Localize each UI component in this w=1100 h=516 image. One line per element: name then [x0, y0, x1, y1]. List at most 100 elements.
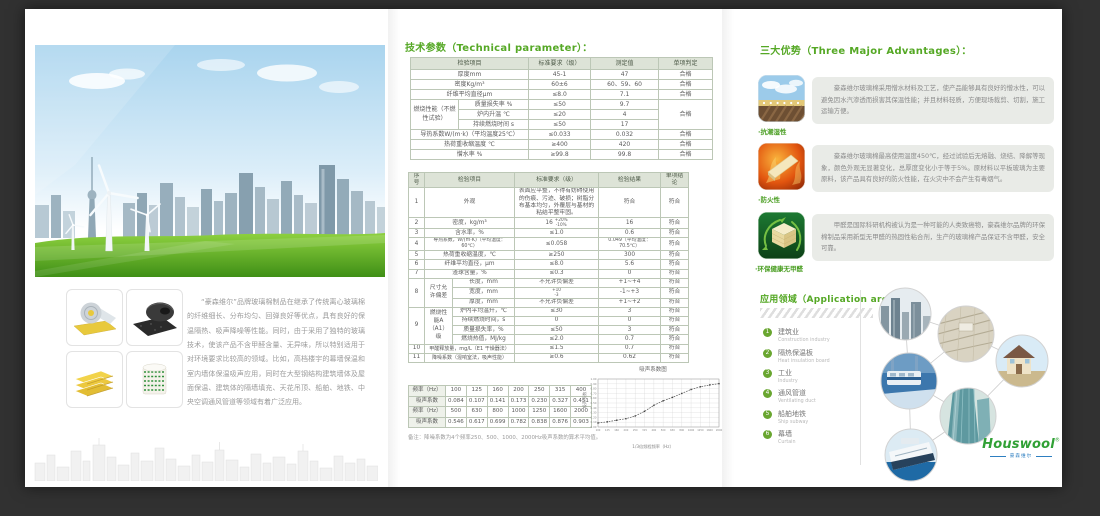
table-row: 频率（Hz） 100 125 160 200 250 315 400 [408, 385, 592, 397]
photo-circle-residential-house [996, 335, 1048, 387]
fold-crease-left [388, 9, 400, 487]
svg-text:125: 125 [605, 428, 610, 432]
svg-text:1.00: 1.00 [591, 377, 597, 381]
table-row: 11 降噪系数（混响室法，吸声性能） ≥0.6 0.62 符合 [408, 352, 690, 363]
application-area-title: 应用领域（Application area）： [760, 295, 909, 305]
table-row: 密度Kg/m³ 60±6 60、59、60 合格 [409, 79, 714, 90]
svg-text:250: 250 [633, 428, 638, 432]
svg-text:0.10: 0.10 [591, 420, 597, 424]
skyline-watermark [34, 438, 378, 481]
svg-text:0.80: 0.80 [591, 387, 597, 391]
photo-circle-glass-building [940, 388, 996, 444]
svg-text:2000: 2000 [716, 428, 723, 432]
application-item-curtain-wall: 6 幕墙 Curtain [763, 429, 796, 445]
hero-image [35, 45, 385, 277]
svg-text:1250: 1250 [697, 428, 704, 432]
list-number-badge: 3 [763, 369, 772, 378]
advantage-text-eco: 甲醛是国际科研机构被认为是一种可能的人类致癌物，豪森维尔品牌的环保棉制品采用新型… [812, 214, 1054, 261]
table-row: 厚度mm 45-1 47 合格 [409, 69, 714, 80]
table-row: 8 尺寸允许偏差 长度，mm 不允许负偏差 +1~+4 符合 [408, 277, 690, 308]
table-header-row: 序号 检验项目 标准要求（级） 检验结果 单项结论 [408, 171, 690, 189]
table-row: 吸声系数 0.546 0.617 0.699 0.782 0.838 0.876 0.903 [408, 416, 592, 428]
eco-no-formaldehyde-icon [758, 212, 805, 259]
advantage-label-fire: ·防火性 [758, 196, 780, 204]
chart-y-axis-label: 吸声系数 [582, 391, 587, 409]
product-thumb-glasswool-foil-roll [66, 289, 123, 346]
photo-circle-cruise-ship [885, 429, 937, 481]
svg-text:200: 200 [624, 428, 629, 432]
table-row: 10 甲醛释放量，mg/L（E1 干燥器法） ≤1.5 0.7 符合 [408, 343, 690, 354]
table-row: 热荷重收缩温度 ℃ ≥400 420 合格 [409, 139, 714, 150]
logo-chinese-name: 豪森维尔 [1009, 454, 1033, 459]
wind-turbine-icon [89, 164, 139, 252]
svg-text:0.60: 0.60 [591, 396, 597, 400]
list-number-badge: 4 [763, 389, 772, 398]
product-thumb-glasswool-boards [66, 351, 123, 408]
table-row: 频率（Hz） 500 630 800 1000 1250 1600 2000 [408, 406, 592, 418]
table-row: 4 导热系数，W/(m·K)（平均温度：60℃） ≤0.058 0.049（平均温度：… [408, 237, 690, 252]
brand-intro-text: “豪森维尔”品牌玻璃棉制品在继承了传统离心玻璃棉的纤维细长、分布均匀、回弹良好等… [187, 298, 365, 407]
advantage-label-eco: ·环保健康无甲醛 [755, 265, 803, 273]
table-row: 1 外观 表面应平整，不得有妨碍使用的伤痕、污迹、破损；树脂分布基本均匀，外覆层与… [408, 187, 690, 219]
list-number-badge: 1 [763, 328, 772, 337]
photo-circle-city-buildings [879, 288, 931, 340]
table-row: 7 渣球含量，% ≤0.3 0 符合 [408, 268, 690, 279]
brochure-page: “豪森维尔”品牌玻璃棉制品在继承了传统离心玻璃棉的纤维细长、分布均匀、回弹良好等… [25, 9, 1062, 487]
svg-text:100: 100 [596, 428, 601, 432]
eco-city-wind-turbines-photo [35, 45, 385, 277]
table-footnote: 备注：降噪系数为4个频率250、500、1000、2000Hz吸声系数的算术平均… [408, 435, 602, 441]
svg-text:0.20: 0.20 [591, 415, 597, 419]
tech-parameters-title: 技术参数（Technical parameter）： [405, 43, 593, 54]
advantage-label-moisture: ·抗潮湿性 [758, 128, 787, 136]
table-row: 燃烧性能（不燃性试验） 质量损失率 % ≤50 9.7 合格 [410, 99, 714, 130]
hatch-decoration [760, 308, 873, 318]
product-thumbnails [66, 289, 183, 408]
list-number-badge: 2 [763, 349, 772, 358]
advantages-title: 三大优势（Three Major Advantages）： [760, 46, 972, 57]
svg-text:0.00: 0.00 [591, 425, 597, 429]
list-number-badge: 5 [763, 410, 772, 419]
svg-text:800: 800 [679, 428, 684, 432]
table-row: 6 纤维平均直径，μm ≤8.0 5.6 符合 [408, 259, 690, 270]
application-photo-network [878, 287, 1049, 482]
svg-text:0.70: 0.70 [591, 391, 597, 395]
wind-turbine-icon [130, 203, 161, 251]
svg-text:400: 400 [651, 428, 656, 432]
logo-wordmark: Houswool [982, 437, 1055, 452]
moisture-resistance-icon [758, 75, 805, 122]
table-row: 吸声系数 0.084 0.107 0.141 0.173 0.230 0.327 0.451 [408, 395, 592, 407]
svg-text:0.90: 0.90 [591, 382, 597, 386]
svg-text:1600: 1600 [707, 428, 714, 432]
tech-table-1: 检验项目 标准要求（级） 测定值 单项判定 厚度mm 45-1 47 合格 密度Kg/… [409, 57, 714, 160]
logo-rule-right [1036, 455, 1053, 457]
registered-trademark-icon: ® [1054, 437, 1060, 444]
houswool-logo: Houswool® 豪森维尔 [973, 433, 1069, 459]
chart-title: 吸声系数图 [639, 367, 667, 373]
absorption-chart: 吸声系数图 吸声系数 0.00 0.10 0.20 0.30 0.40 0.50 0.60 0… [581, 365, 725, 451]
advantage-text-fire: 豪森维尔玻璃棉最高使用温度450℃，经过试验后无熔融、烧结、降解等现象，颜色外观… [812, 145, 1054, 192]
tech-table-2: 序号 检验项目 标准要求（级） 检验结果 单项结论 1 外观 表面应平整，不得有妨碍使用的… [408, 171, 690, 363]
logo-rule-left [989, 455, 1006, 457]
table-header-row: 检验项目 标准要求（级） 测定值 单项判定 [409, 57, 714, 70]
svg-text:0.40: 0.40 [591, 406, 597, 410]
table-row: 9 燃烧性能A（A1）级 炉内平均温升，℃ ≤30 3 符合 [408, 306, 690, 345]
application-item-construction: 1 建筑业 Construction industry [763, 327, 830, 343]
svg-text:630: 630 [670, 428, 675, 432]
application-item-ventilating-duct: 4 通风管道 Ventilating duct [763, 388, 816, 404]
wind-turbine-icon [65, 213, 85, 250]
svg-text:0.30: 0.30 [591, 411, 597, 415]
product-thumb-glasswool-coil [126, 351, 183, 408]
svg-text:160: 160 [614, 428, 619, 432]
svg-text:1000: 1000 [688, 428, 695, 432]
brand-intro-paragraph: “豪森维尔”品牌玻璃棉制品在继承了传统离心玻璃棉的纤维细长、分布均匀、回弹良好等… [187, 295, 365, 410]
svg-text:0.50: 0.50 [591, 401, 597, 405]
table-row: 导热系数W/(m·k)（平均温度25℃） ≤0.033 0.032 合格 [409, 129, 714, 140]
vertical-divider [860, 290, 861, 465]
application-item-industry: 3 工业 Industry [763, 368, 798, 384]
table-row: 憎水率 % ≥99.8 99.8 合格 [409, 149, 714, 160]
advantage-text-moisture: 豪森维尔玻璃棉采用憎水材料及工艺，使产品能够具有良好的憎水性，可以避免因水汽渗透… [812, 77, 1054, 124]
table-row: 3 含水率，% ≤1.0 0.6 符合 [408, 228, 690, 239]
photo-circle-ceiling-grid [938, 306, 994, 362]
svg-text:315: 315 [642, 428, 647, 432]
table-row: 纤维平均直径μm ≤8.0 7.1 合格 [409, 89, 714, 100]
